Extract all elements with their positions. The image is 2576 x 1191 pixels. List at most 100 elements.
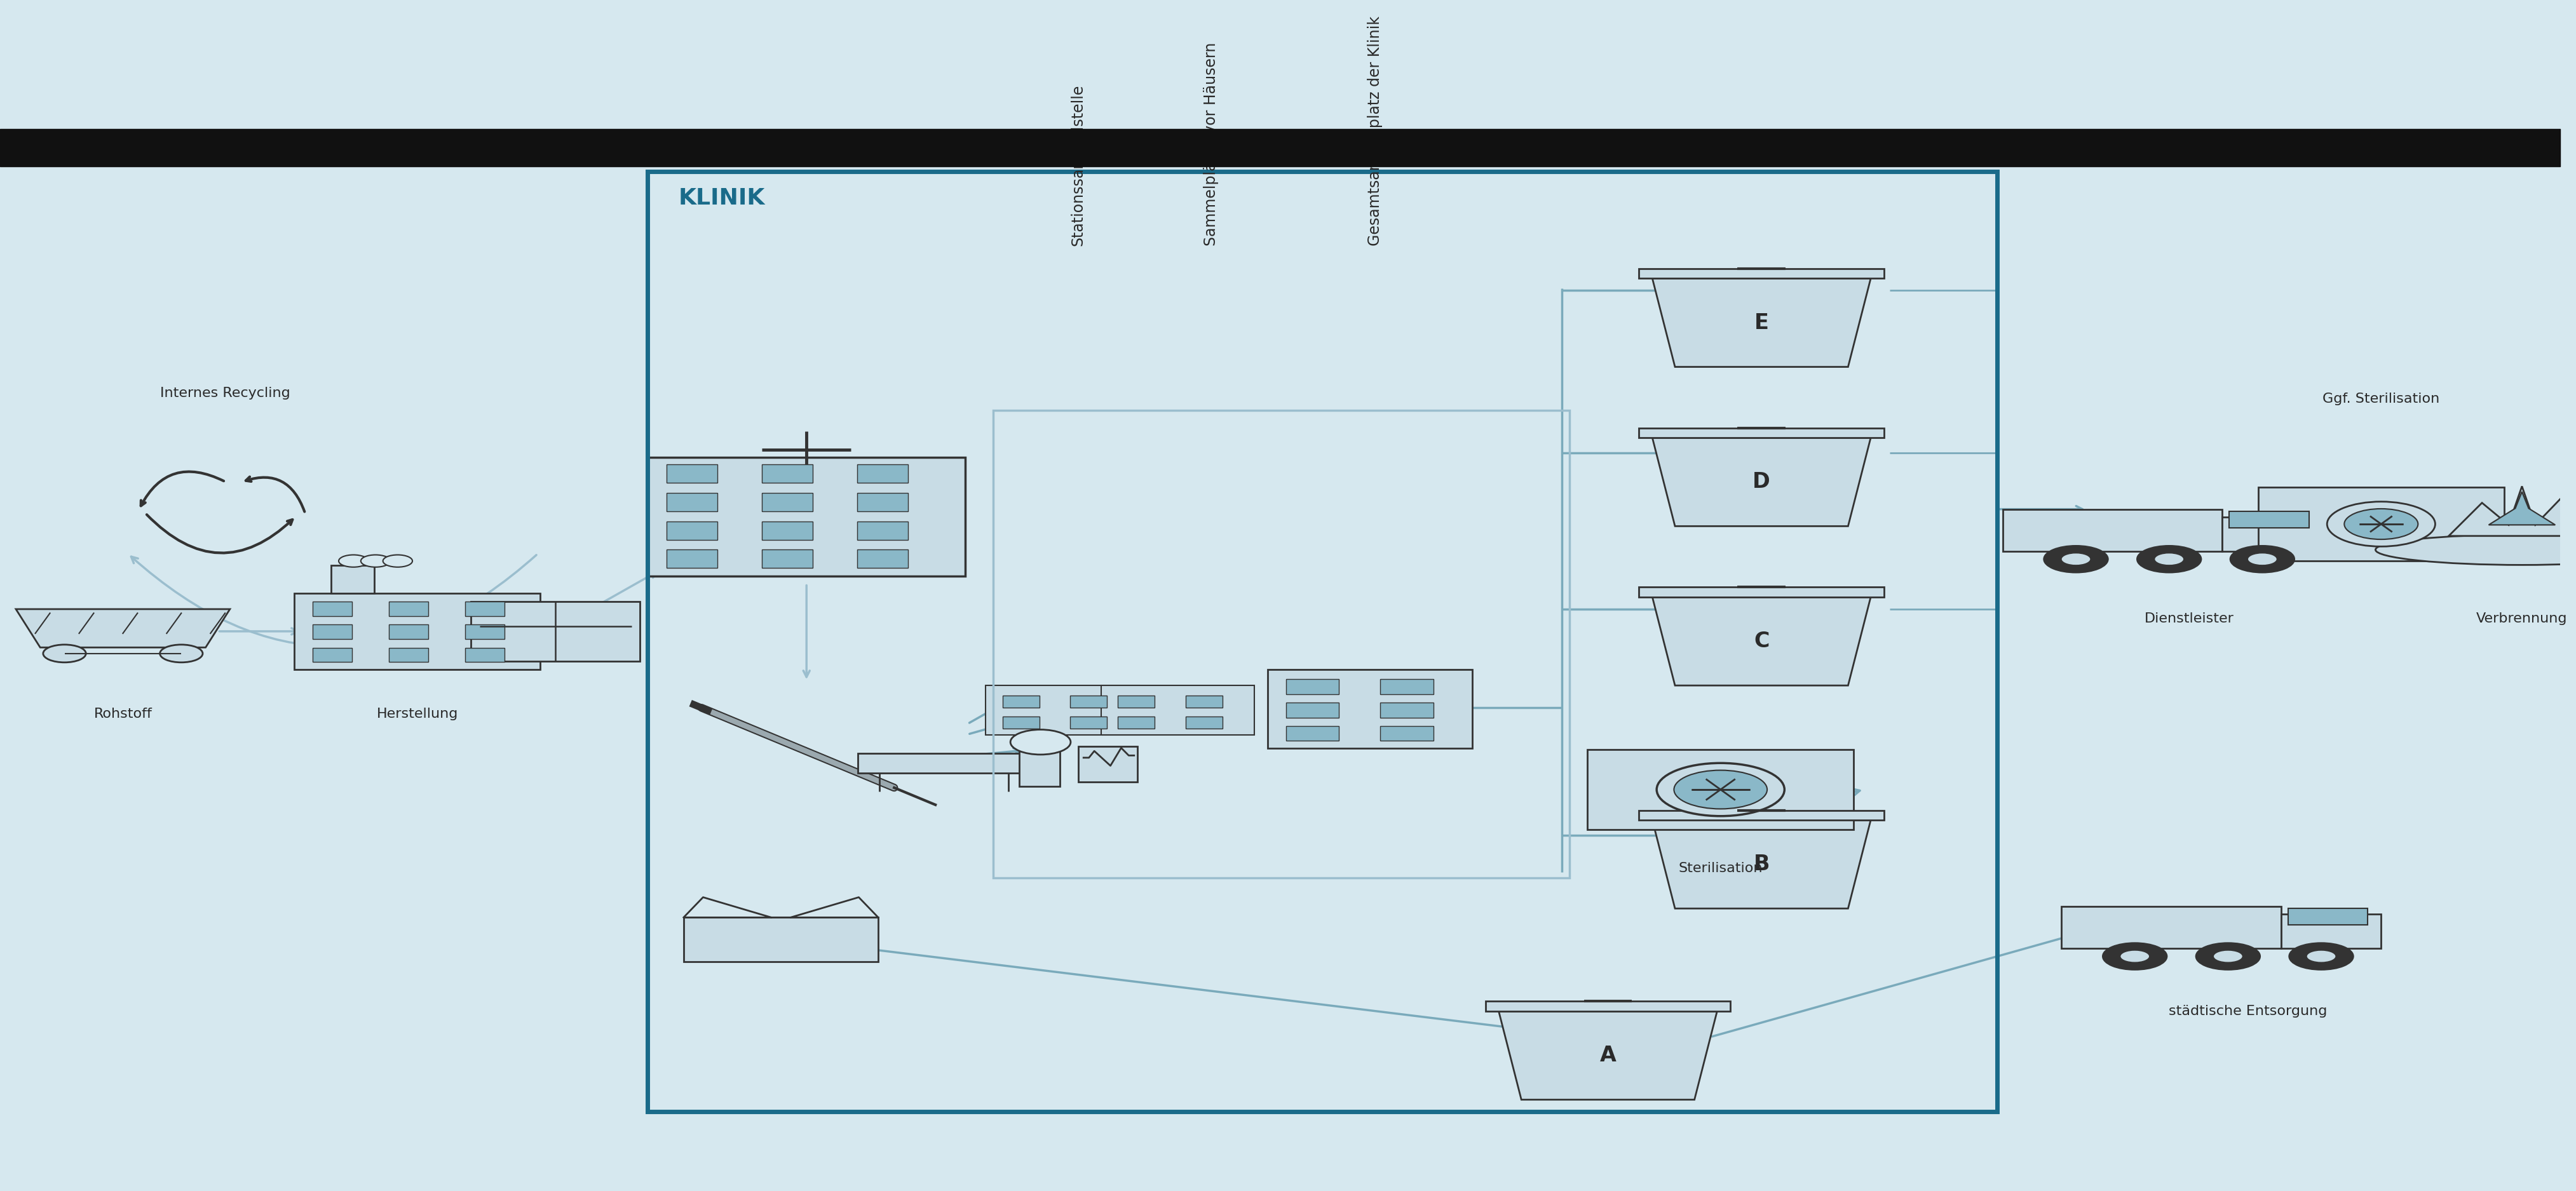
Bar <box>389 625 428 638</box>
Bar <box>1638 428 1883 438</box>
Circle shape <box>2197 943 2259 969</box>
Bar <box>667 493 719 511</box>
Bar <box>1020 749 1059 787</box>
Circle shape <box>2290 943 2352 969</box>
Bar <box>2282 915 2380 948</box>
Circle shape <box>2306 950 2336 962</box>
Bar <box>389 601 428 616</box>
Text: B: B <box>1754 854 1770 875</box>
Bar <box>1100 686 1255 735</box>
Bar <box>1185 696 1224 707</box>
Circle shape <box>2102 943 2166 969</box>
Ellipse shape <box>2375 535 2576 565</box>
Polygon shape <box>1499 1011 1718 1099</box>
Bar <box>1285 703 1340 717</box>
Bar <box>312 625 353 638</box>
Bar <box>858 549 909 568</box>
Text: KLINIK: KLINIK <box>677 187 765 208</box>
Bar <box>312 601 353 616</box>
Bar <box>1118 696 1154 707</box>
Text: E: E <box>1754 312 1770 333</box>
Bar <box>389 648 428 662</box>
Bar <box>858 522 909 540</box>
Bar <box>312 648 353 662</box>
Text: Rohstoff: Rohstoff <box>93 707 152 721</box>
Bar <box>994 411 1569 878</box>
Circle shape <box>2154 553 2184 566</box>
Bar <box>987 686 1139 735</box>
Bar <box>683 917 878 962</box>
Bar <box>1486 1002 1731 1011</box>
Bar <box>1285 679 1340 694</box>
Polygon shape <box>1651 821 1870 909</box>
Circle shape <box>2249 553 2277 566</box>
Bar <box>762 522 814 540</box>
Circle shape <box>2043 545 2107 573</box>
Polygon shape <box>1651 438 1870 526</box>
Bar <box>0 129 2561 167</box>
Bar <box>2002 510 2223 551</box>
Bar <box>294 593 541 669</box>
Bar <box>858 493 909 511</box>
Bar <box>1587 750 1855 829</box>
Bar <box>1638 587 1883 597</box>
Bar <box>858 753 1051 773</box>
Bar <box>667 464 719 484</box>
Polygon shape <box>2450 486 2576 536</box>
Circle shape <box>2344 509 2419 540</box>
Bar <box>466 648 505 662</box>
Circle shape <box>2213 950 2244 962</box>
Bar <box>647 457 966 576</box>
Bar <box>647 172 1996 1111</box>
Text: Stationssammelstelle: Stationssammelstelle <box>1069 85 1084 245</box>
Text: C: C <box>1754 631 1770 651</box>
Bar <box>2223 517 2321 551</box>
Bar <box>858 464 909 484</box>
Circle shape <box>1656 763 1785 816</box>
Polygon shape <box>15 609 229 648</box>
Bar <box>466 601 505 616</box>
Text: Ggf. Sterilisation: Ggf. Sterilisation <box>2324 392 2439 405</box>
Bar <box>1079 747 1139 782</box>
Circle shape <box>2231 545 2295 573</box>
Bar <box>1285 727 1340 741</box>
Text: Dienstleister: Dienstleister <box>2143 612 2233 625</box>
Bar <box>1638 269 1883 279</box>
Bar <box>1381 679 1432 694</box>
Circle shape <box>1010 730 1072 755</box>
Bar <box>1381 703 1432 717</box>
Text: Sammelplätze vor Häusern: Sammelplätze vor Häusern <box>1203 43 1218 245</box>
Bar <box>1002 696 1041 707</box>
Circle shape <box>337 555 368 567</box>
Bar <box>2287 909 2367 925</box>
Polygon shape <box>1651 597 1870 686</box>
Circle shape <box>2138 545 2200 573</box>
Bar <box>1069 716 1108 729</box>
Circle shape <box>44 644 85 662</box>
Text: Gesamtsammelplatz der Klinik: Gesamtsammelplatz der Klinik <box>1368 15 1383 245</box>
Text: Verbrennung: Verbrennung <box>2476 612 2568 625</box>
Bar <box>1118 716 1154 729</box>
Bar <box>1638 810 1883 821</box>
Bar <box>762 464 814 484</box>
Bar <box>762 493 814 511</box>
Circle shape <box>2326 501 2434 547</box>
Circle shape <box>2061 553 2092 566</box>
Bar <box>466 625 505 638</box>
Bar <box>762 549 814 568</box>
Bar <box>1002 716 1041 729</box>
Text: A: A <box>1600 1045 1615 1066</box>
Bar <box>2259 487 2504 561</box>
Bar <box>1185 716 1224 729</box>
Circle shape <box>361 555 392 567</box>
Bar <box>667 522 719 540</box>
Bar <box>2061 906 2282 948</box>
Text: Sterilisation: Sterilisation <box>1680 862 1762 874</box>
Text: Internes Recycling: Internes Recycling <box>160 387 291 400</box>
Circle shape <box>2120 950 2148 962</box>
Circle shape <box>1674 771 1767 809</box>
Bar <box>1069 696 1108 707</box>
Bar <box>1267 669 1473 748</box>
Circle shape <box>384 555 412 567</box>
Polygon shape <box>1651 279 1870 367</box>
